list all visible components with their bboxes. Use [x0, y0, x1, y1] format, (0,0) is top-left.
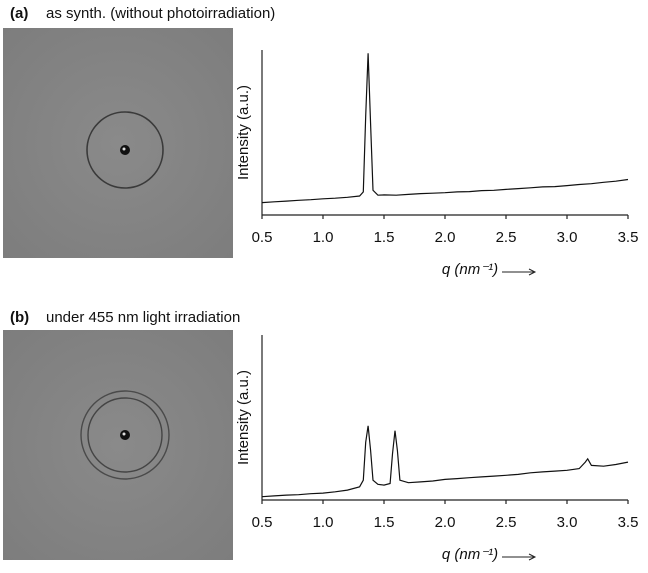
data-line	[262, 426, 628, 497]
x-tick-label: 3.0	[557, 229, 578, 246]
x-tick-label: 3.0	[557, 514, 578, 531]
x-axis-label: q (nm⁻¹)	[442, 261, 498, 278]
x-tick-label: 1.5	[374, 229, 395, 246]
x-axis-label: q (nm⁻¹)	[442, 546, 498, 563]
x-tick-label: 1.0	[313, 514, 334, 531]
saxs-image-a	[3, 28, 233, 258]
y-axis-label: Intensity (a.u.)	[235, 370, 252, 465]
panel-label: (b)	[10, 309, 29, 326]
data-line	[262, 53, 628, 202]
x-tick-label: 3.5	[618, 514, 639, 531]
x-tick-label: 3.5	[618, 229, 639, 246]
panel-title: as synth. (without photoirradiation)	[46, 5, 275, 22]
x-tick-label: 0.5	[252, 229, 273, 246]
panel-title: under 455 nm light irradiation	[46, 309, 240, 326]
y-axis-label: Intensity (a.u.)	[235, 85, 252, 180]
x-tick-label: 2.0	[435, 514, 456, 531]
x-tick-label: 2.5	[496, 514, 517, 531]
x-tick-label: 0.5	[252, 514, 273, 531]
x-arrow	[502, 269, 535, 275]
x-tick-label: 1.5	[374, 514, 395, 531]
saxs-image-b	[3, 330, 233, 560]
x-tick-label: 2.0	[435, 229, 456, 246]
panel-label: (a)	[10, 5, 28, 22]
x-tick-label: 2.5	[496, 229, 517, 246]
x-tick-label: 1.0	[313, 229, 334, 246]
figure: (a) as synth. (without photoirradiation) 0…	[0, 0, 648, 573]
x-arrow	[502, 554, 535, 560]
